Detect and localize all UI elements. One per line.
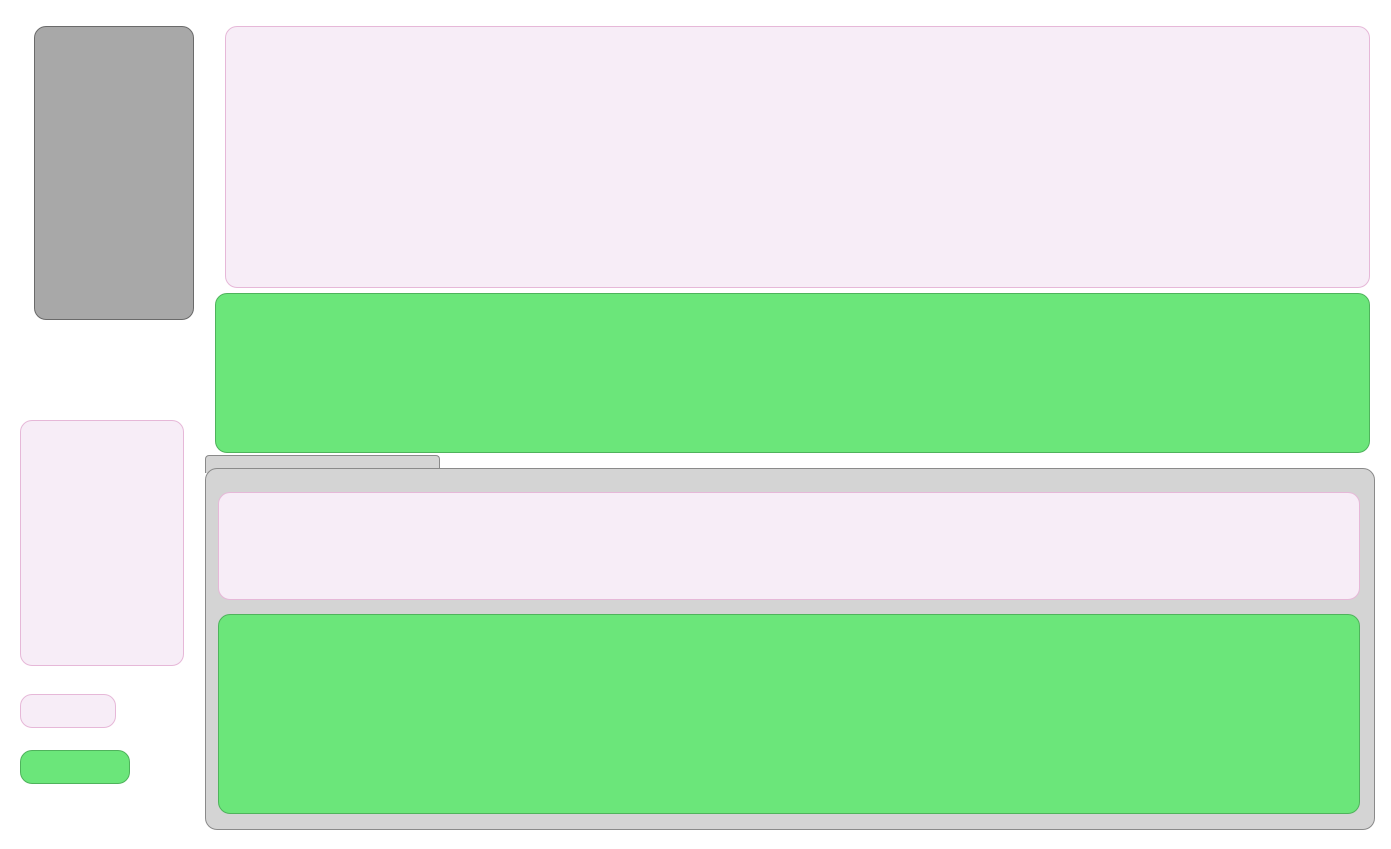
legend-impl [20,750,130,784]
region-concurrent-impl [218,614,1360,814]
legend-box [20,420,184,666]
region-top-interface [225,26,1370,288]
region-legacy [34,26,194,320]
region-impl [215,293,1370,453]
region-concurrent-iface [218,492,1360,600]
legend-interface [20,694,116,728]
